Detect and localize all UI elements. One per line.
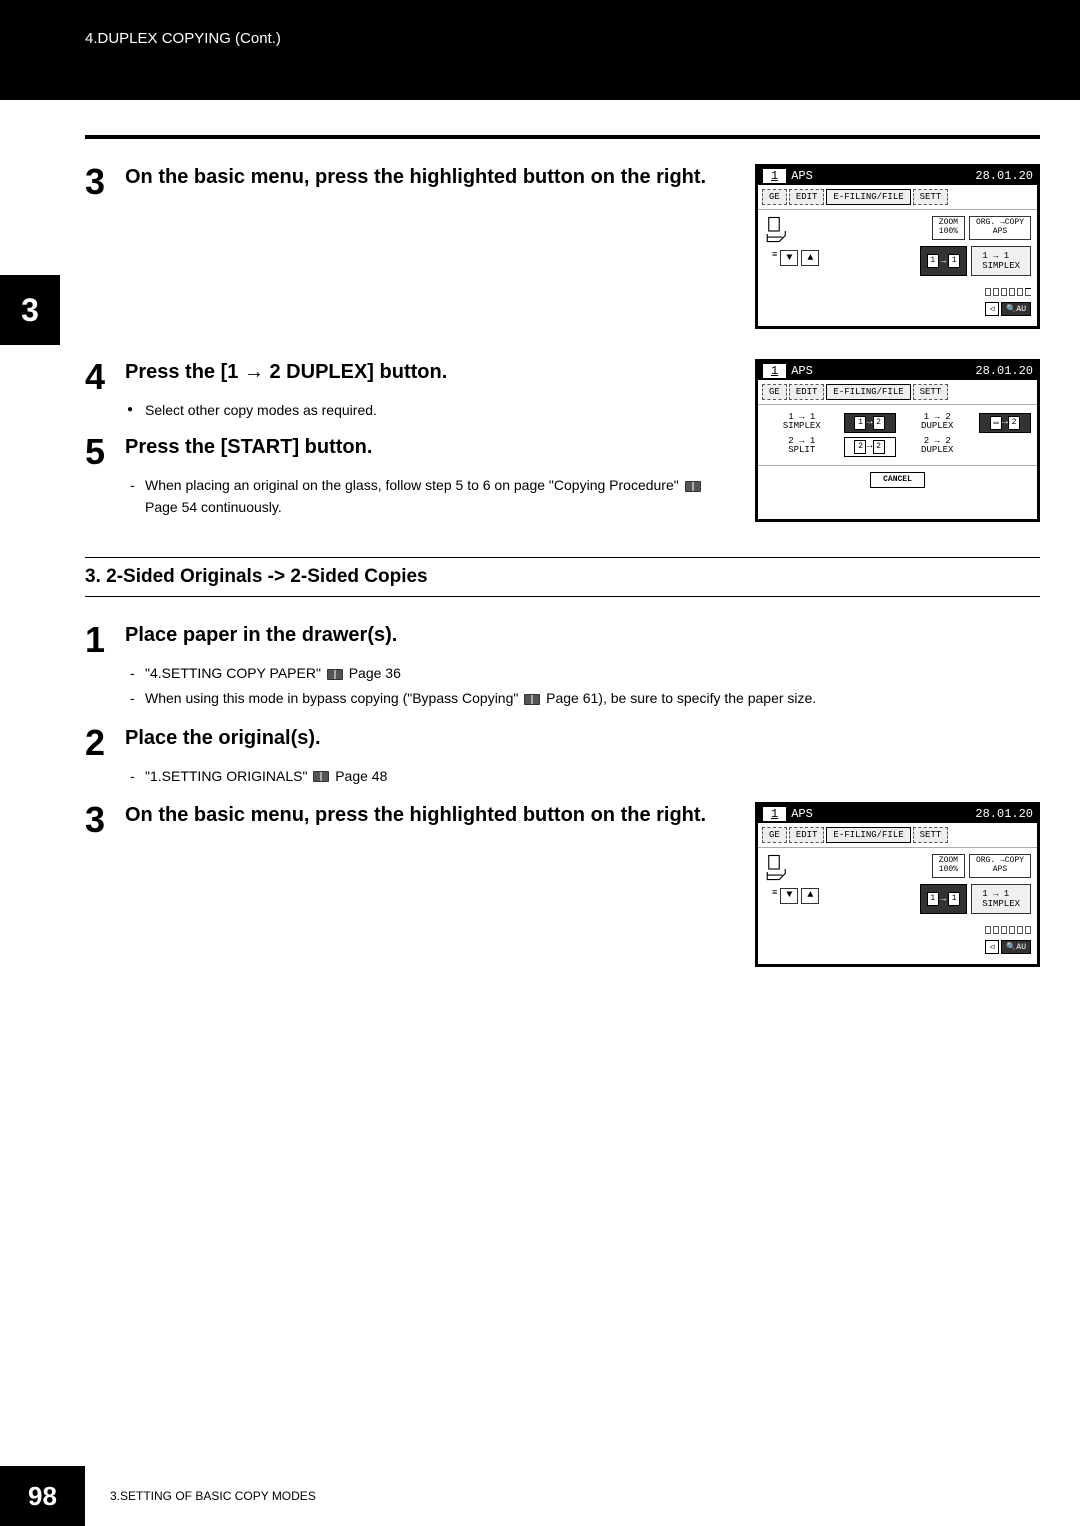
cancel-button: CANCEL	[870, 472, 925, 489]
step-number: 5	[85, 434, 113, 522]
step-block: 2 Place the original(s). "1.SETTING ORIG…	[85, 725, 1040, 790]
tab-efiling: E-FILING/FILE	[826, 189, 910, 205]
step-title: Place the original(s).	[125, 725, 1040, 751]
auto-density-button: 🔍AU	[1001, 940, 1031, 954]
tab-ge: GE	[762, 384, 787, 400]
page-footer: 98 3.SETTING OF BASIC COPY MODES	[0, 1466, 1080, 1526]
up-arrow-icon: ▲	[801, 888, 819, 904]
book-icon	[313, 771, 329, 782]
header-title: 4.DUPLEX COPYING (Cont.)	[85, 30, 281, 47]
step-number: 1	[85, 622, 113, 713]
aps-label: APS	[791, 169, 813, 183]
tab-sett: SETT	[913, 384, 949, 400]
date-label: 28.01.20	[975, 364, 1033, 378]
density-left-icon: ◁	[985, 940, 1000, 954]
step-title: Press the [START] button.	[125, 434, 735, 460]
duplex-mode-icon: 1→1	[920, 246, 967, 276]
simplex-1-1-label: 1 → 1 SIMPLEX	[764, 413, 840, 433]
tab-sett: SETT	[913, 827, 949, 843]
page-header: 4.DUPLEX COPYING (Cont.)	[0, 0, 1080, 100]
zoom-button: ZOOM 100%	[932, 216, 965, 240]
step-note: When using this mode in bypass copying (…	[145, 687, 1040, 709]
step-title: On the basic menu, press the highlighted…	[125, 164, 735, 190]
density-left-icon: ◁	[985, 302, 1000, 316]
aps-label: APS	[791, 807, 813, 821]
zoom-button: ZOOM 100%	[932, 854, 965, 878]
auto-density-button: 🔍AU	[1001, 302, 1031, 316]
duplex-1-2-label: 1 → 2 DUPLEX	[900, 413, 976, 433]
step-number: 2	[85, 725, 113, 790]
step-number: 4	[85, 359, 113, 424]
lcd-screenshot: 1 APS 28.01.20 GE EDIT E-FILING/FILE SETT	[755, 164, 1040, 329]
duplex-icon-1-2: 1→2	[844, 413, 896, 433]
up-arrow-icon: ▲	[801, 250, 819, 266]
step-number: 3	[85, 802, 113, 967]
book-icon	[524, 694, 540, 705]
duplex-icon-2-1: 2→2	[844, 437, 896, 457]
tab-ge: GE	[762, 189, 787, 205]
step-note: "4.SETTING COPY PAPER" Page 36	[145, 662, 1040, 684]
tab-edit: EDIT	[789, 189, 825, 205]
date-label: 28.01.20	[975, 807, 1033, 821]
tab-edit: EDIT	[789, 384, 825, 400]
aps-label: APS	[791, 364, 813, 378]
tab-efiling: E-FILING/FILE	[826, 384, 910, 400]
tab-efiling: E-FILING/FILE	[826, 827, 910, 843]
book-duplex-icon: ▭→2	[979, 413, 1031, 433]
org-button: ORG. →COPY APS	[969, 216, 1031, 240]
step-note: When placing an original on the glass, f…	[145, 474, 735, 519]
chapter-number: 3	[21, 292, 39, 329]
copy-qty: 1	[762, 168, 787, 184]
step-title: Place paper in the drawer(s).	[125, 622, 1040, 648]
duplex-mode-icon: 1→1	[920, 884, 967, 914]
step-block: 4 Press the [1 → 2 DUPLEX] button. Selec…	[85, 359, 1040, 522]
duplex-2-2-label: 2 → 2 DUPLEX	[900, 437, 976, 457]
down-arrow-icon: ▼	[780, 250, 798, 266]
simplex-button: 1 → 1 SIMPLEX	[971, 246, 1031, 276]
down-arrow-icon: ▼	[780, 888, 798, 904]
step-note: "1.SETTING ORIGINALS" Page 48	[145, 765, 1040, 787]
footer-text: 3.SETTING OF BASIC COPY MODES	[85, 1489, 316, 1503]
book-icon	[685, 481, 701, 492]
step-title: On the basic menu, press the highlighted…	[125, 802, 735, 828]
paper-tray-icon	[764, 854, 790, 884]
page-number: 98	[0, 1466, 85, 1526]
divider	[85, 135, 1040, 139]
content-area: 3 On the basic menu, press the highlight…	[0, 100, 1080, 967]
paper-tray-icon	[764, 216, 790, 246]
step-title: Press the [1 → 2 DUPLEX] button.	[125, 359, 735, 385]
org-button: ORG. →COPY APS	[969, 854, 1031, 878]
lcd-screenshot: 1 APS 28.01.20 GE EDIT E-FILING/FILE SETT…	[755, 359, 1040, 522]
step-number: 3	[85, 164, 113, 329]
copy-qty: 1	[762, 363, 787, 379]
tab-ge: GE	[762, 827, 787, 843]
tab-edit: EDIT	[789, 827, 825, 843]
step-block: 1 Place paper in the drawer(s). "4.SETTI…	[85, 622, 1040, 713]
chapter-tab: 3	[0, 275, 60, 345]
date-label: 28.01.20	[975, 169, 1033, 183]
tab-sett: SETT	[913, 189, 949, 205]
section-heading: 3. 2-Sided Originals -> 2-Sided Copies	[85, 557, 1040, 597]
split-2-1-label: 2 → 1 SPLIT	[764, 437, 840, 457]
lcd-screenshot: 1 APS 28.01.20 GE EDIT E-FILING/FILE SETT	[755, 802, 1040, 967]
step-block: 3 On the basic menu, press the highlight…	[85, 802, 1040, 967]
simplex-button: 1 → 1 SIMPLEX	[971, 884, 1031, 914]
copy-qty: 1	[762, 806, 787, 822]
step-block: 3 On the basic menu, press the highlight…	[85, 164, 1040, 329]
book-icon	[327, 669, 343, 680]
step-note: Select other copy modes as required.	[145, 399, 735, 421]
